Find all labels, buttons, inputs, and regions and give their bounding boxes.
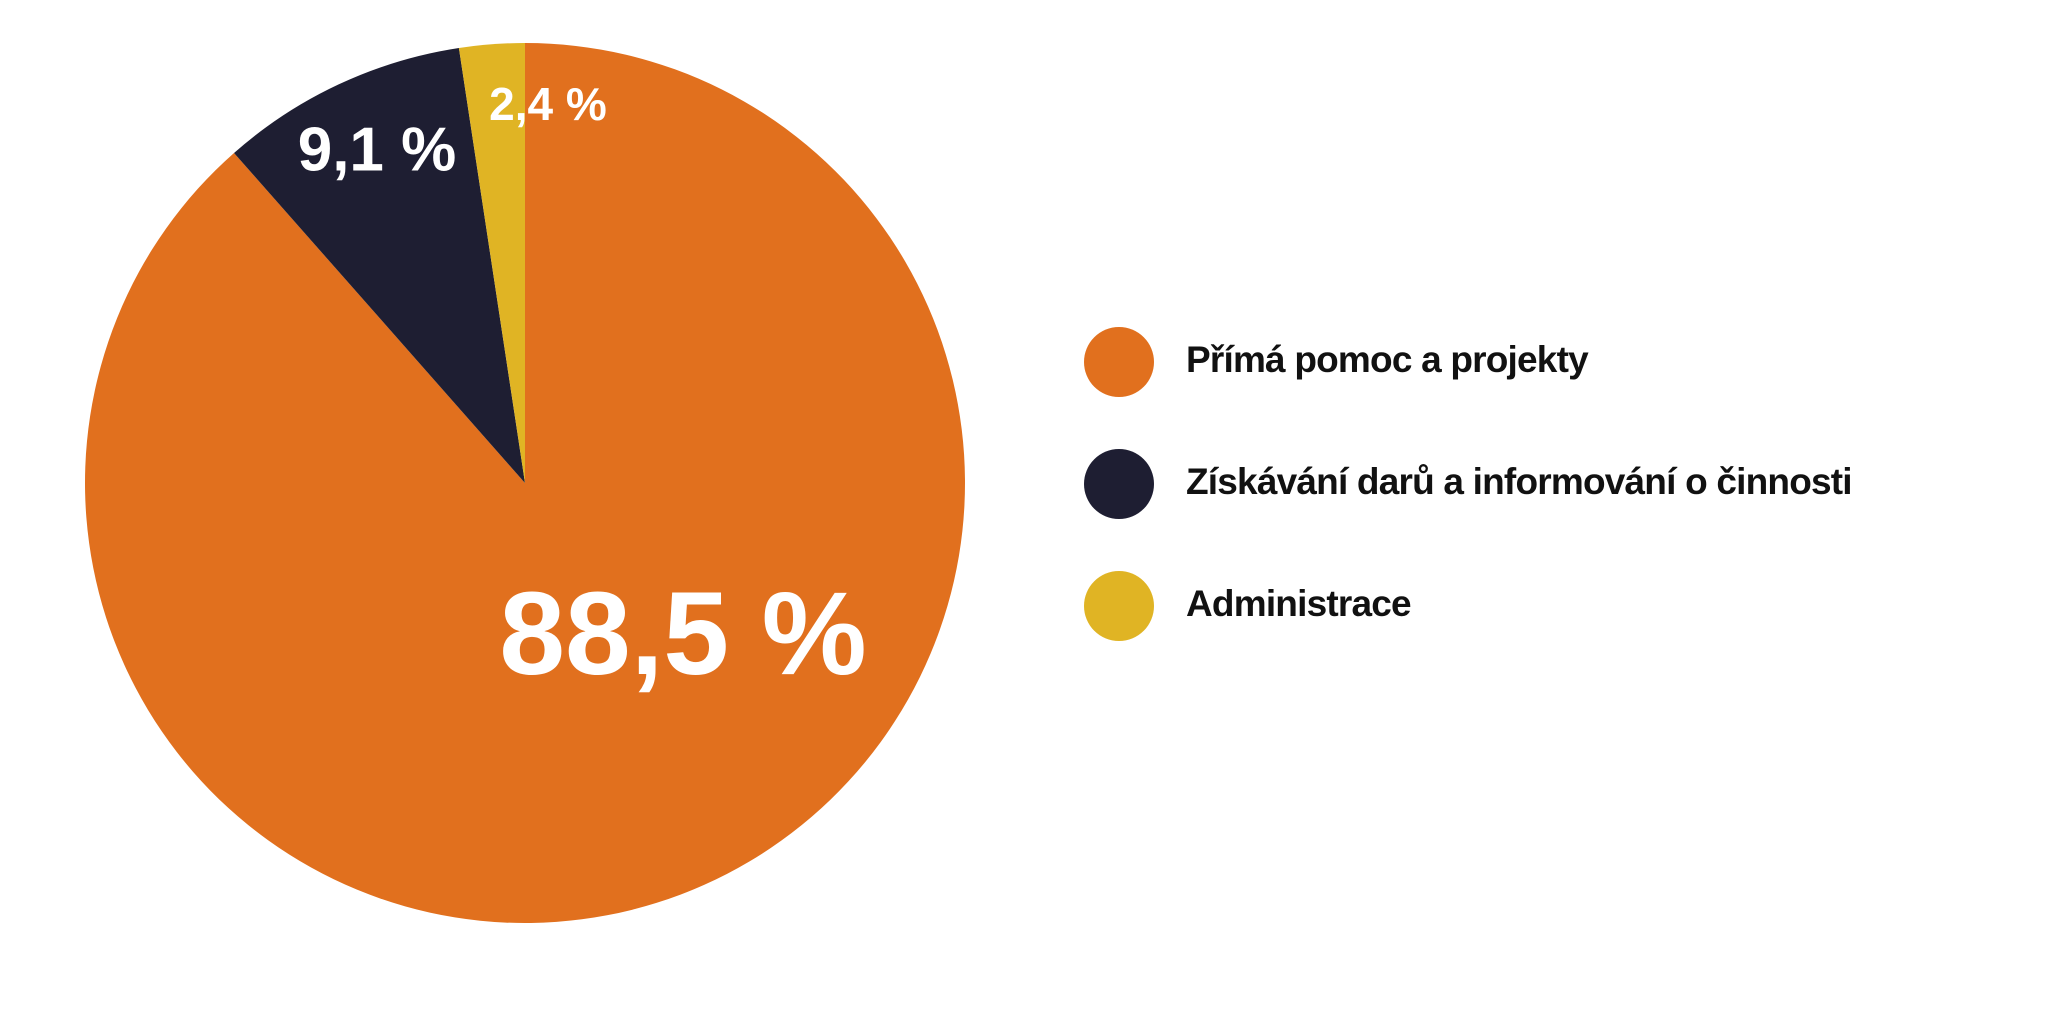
pie-slice	[234, 47, 526, 484]
legend-label: Získávání darů a informování o činnosti	[1186, 461, 1852, 502]
legend-label: Administrace	[1186, 583, 1411, 624]
legend-swatch	[1084, 571, 1154, 641]
slice-label: 9,1 %	[298, 115, 457, 184]
pie-slice	[458, 43, 525, 483]
legend-swatch	[1084, 327, 1154, 397]
slice-label: 2,4 %	[489, 78, 607, 130]
legend-swatch	[1084, 449, 1154, 519]
slice-label: 88,5 %	[499, 568, 866, 700]
legend-label: Přímá pomoc a projekty	[1186, 339, 1589, 380]
pie-slice	[84, 43, 965, 923]
